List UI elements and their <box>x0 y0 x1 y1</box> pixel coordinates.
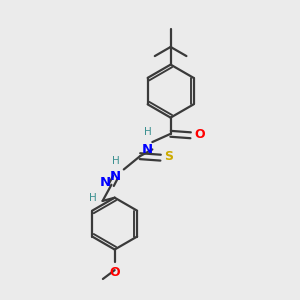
Text: N: N <box>110 170 121 183</box>
Text: H: H <box>89 193 97 203</box>
Text: N: N <box>142 142 153 156</box>
Text: S: S <box>164 150 173 163</box>
Text: H: H <box>112 156 119 166</box>
Text: H: H <box>144 127 152 137</box>
Text: O: O <box>195 128 206 141</box>
Text: N: N <box>100 176 111 190</box>
Text: O: O <box>110 266 120 279</box>
